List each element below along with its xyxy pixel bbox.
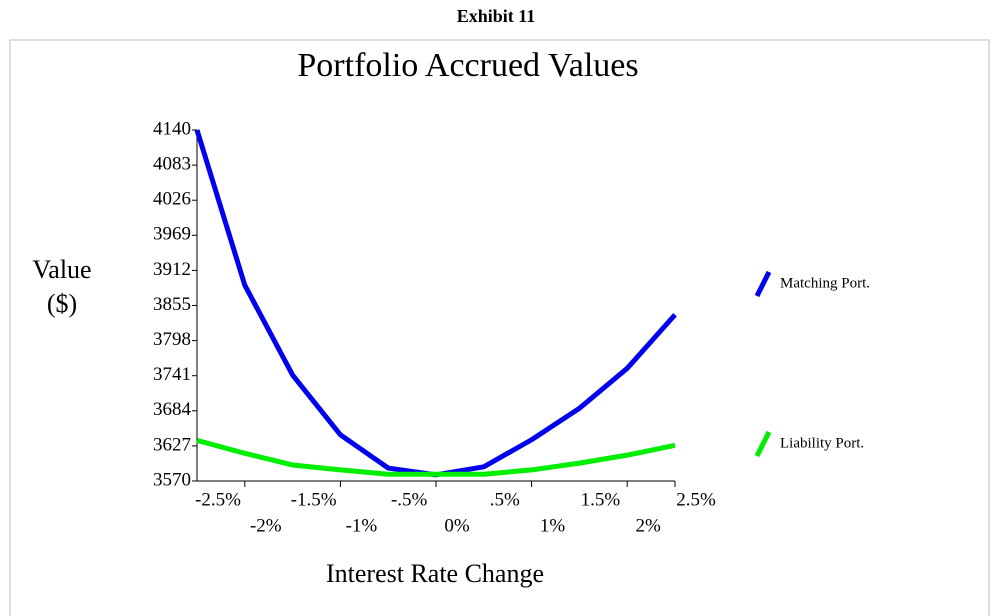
y-tick-label: 3684: [153, 399, 192, 420]
y-tick-label: 3969: [153, 224, 191, 245]
y-tick-label: 3855: [153, 294, 191, 315]
series-line: [194, 129, 677, 478]
frame: [9, 39, 990, 616]
x-tick-label: 0%: [444, 515, 470, 536]
y-tick-label: 3798: [153, 329, 191, 350]
x-tick-label: -1.5%: [291, 489, 337, 510]
series-line: [196, 437, 676, 477]
x-tick-label: 2%: [636, 515, 662, 536]
x-tick-label: 1.5%: [581, 489, 621, 510]
legend-swatch: [754, 430, 772, 458]
legend-label: Liability Port.: [780, 435, 864, 451]
x-tick-label: 1%: [540, 515, 566, 536]
x-tick-label: -1%: [346, 515, 378, 536]
header: Exhibit 11: [457, 6, 536, 26]
y-tick-label: 3570: [153, 469, 191, 490]
y-tick-label: 3627: [153, 434, 191, 455]
x-axis-label: Interest Rate Change: [326, 559, 544, 588]
y-tick-label: 3912: [153, 259, 191, 280]
y-tick-label: 3741: [153, 364, 191, 385]
y-tick-label: 4083: [153, 153, 191, 174]
y-axis-label: Value: [32, 255, 91, 284]
legend-swatch: [754, 270, 772, 298]
x-tick-label: -.5%: [391, 489, 428, 510]
x-tick-label: -2.5%: [195, 489, 241, 510]
legend-label: Matching Port.: [780, 275, 870, 291]
x-tick-label: 2.5%: [676, 489, 716, 510]
x-tick-label: -2%: [250, 515, 282, 536]
y-axis-label: ($): [47, 289, 77, 318]
y-tick-label: 4026: [153, 189, 191, 210]
x-tick-label: .5%: [490, 489, 520, 510]
chart-title: Portfolio Accrued Values: [297, 47, 638, 84]
y-tick-label: 4140: [153, 118, 191, 139]
